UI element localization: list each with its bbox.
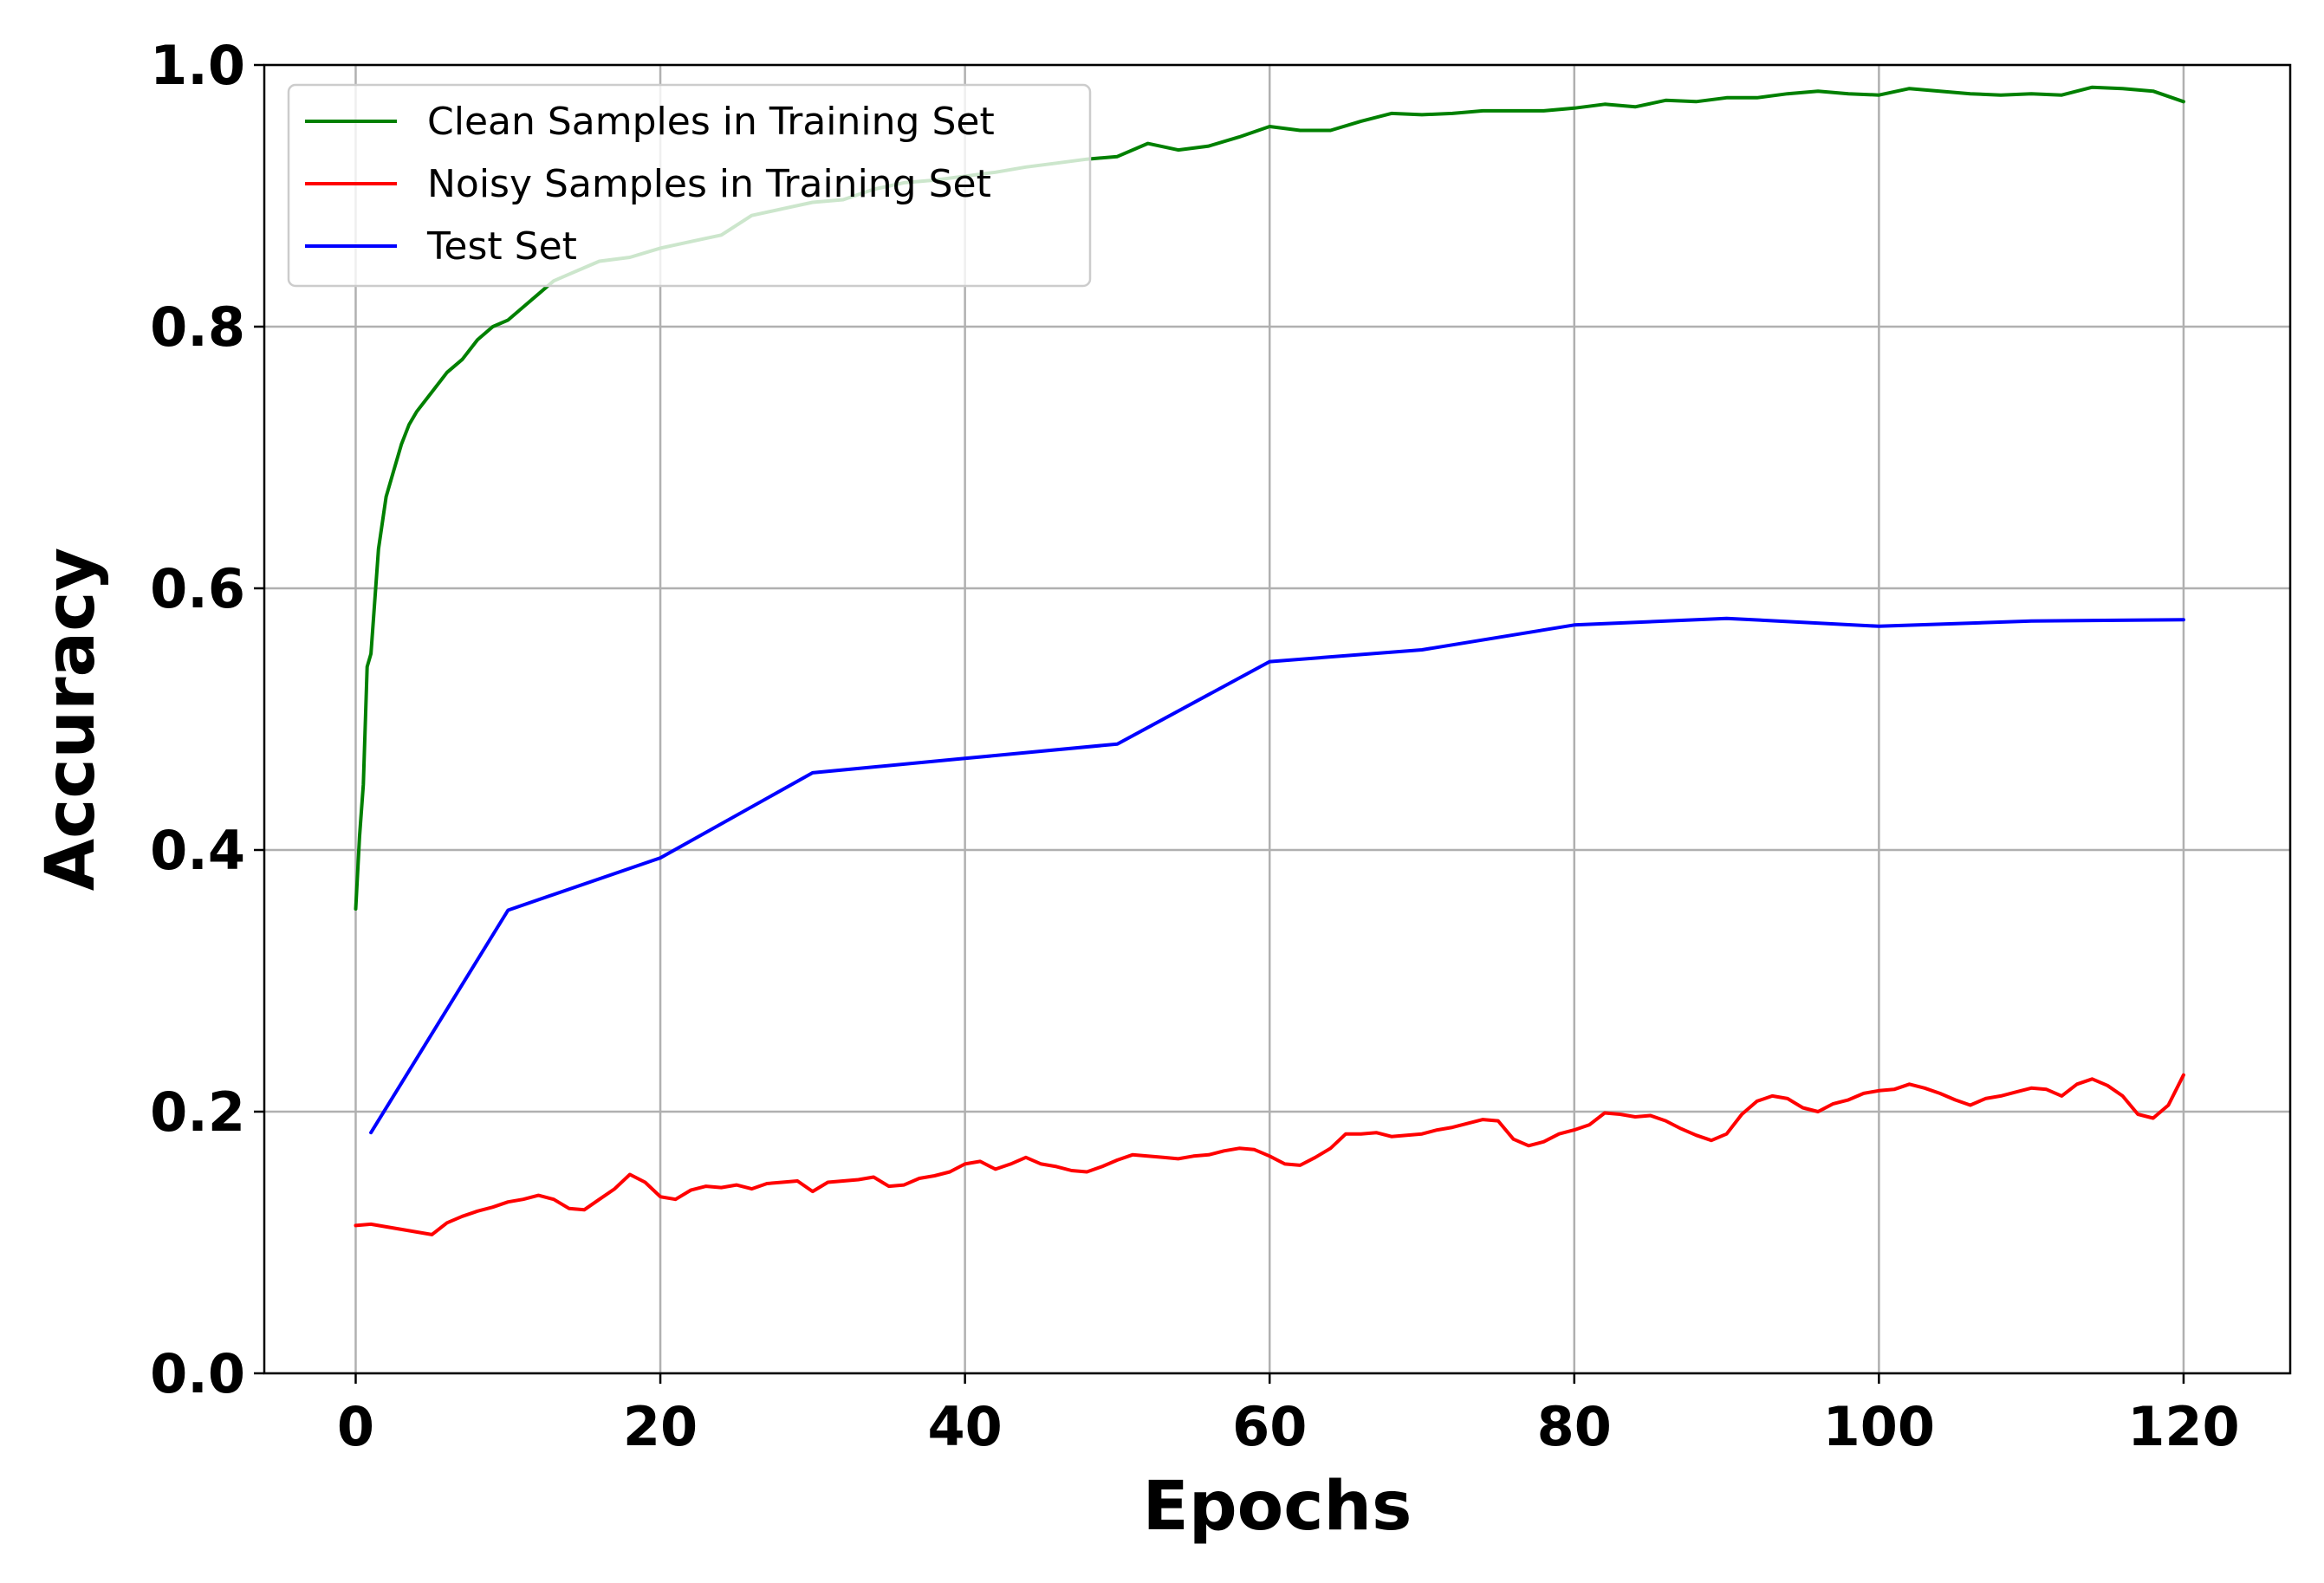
y-axis-label: Accuracy (32, 548, 110, 892)
legend-label-test: Test Set (426, 224, 577, 269)
y-tick-label: 0.8 (150, 295, 245, 359)
legend-label-clean: Clean Samples in Training Set (427, 100, 995, 144)
x-tick-label: 80 (1537, 1395, 1612, 1458)
x-tick-label: 60 (1232, 1395, 1307, 1458)
x-axis-label: Epochs (1143, 1468, 1412, 1546)
test-set-line (369, 616, 2185, 1135)
x-tick-label: 20 (623, 1395, 698, 1458)
x-tick-label: 0 (337, 1395, 374, 1458)
plot-area-frame (263, 63, 2292, 1375)
y-tick-label: 0.2 (150, 1080, 245, 1144)
chart-legend: Clean Samples in Training Set Noisy Samp… (287, 83, 1092, 288)
legend-label-noisy: Noisy Samples in Training Set (427, 162, 991, 206)
legend-box (287, 83, 1092, 288)
noisy-samples-line (354, 1073, 2185, 1236)
y-tick-label: 0.6 (150, 557, 245, 620)
y-tick-label: 0.4 (150, 819, 245, 882)
axis-ticks: 0 20 40 60 80 100 120 0.0 0.2 0.4 0.6 0.8 1.0 (150, 34, 2240, 1458)
y-tick-label: 1.0 (150, 34, 245, 97)
y-tick-label: 0.0 (150, 1342, 245, 1405)
x-tick-label: 120 (2127, 1395, 2239, 1458)
x-tick-label: 100 (1823, 1395, 1935, 1458)
x-tick-label: 40 (927, 1395, 1002, 1458)
